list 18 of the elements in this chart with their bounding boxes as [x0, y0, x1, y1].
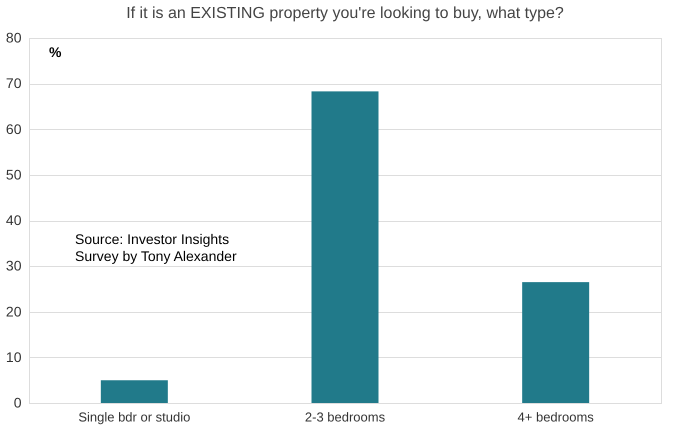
y-tick-label: 0 [14, 394, 22, 410]
bar [100, 380, 168, 403]
y-tick-label: 10 [6, 348, 22, 365]
y-tick-label: 50 [6, 166, 22, 182]
y-tick-label: 30 [6, 258, 22, 274]
x-tick-label: Single bdr or studio [78, 410, 190, 424]
chart-title: If it is an EXISTING property you're looking to buy, what type? [126, 5, 564, 22]
y-tick-label: 20 [6, 303, 22, 320]
bar [522, 282, 590, 403]
y-tick-label: 70 [6, 75, 22, 92]
y-tick-label: 80 [6, 30, 22, 46]
x-tick-label: 4+ bedrooms [518, 410, 594, 424]
y-axis-title: % [49, 44, 62, 60]
y-tick-label: 40 [6, 212, 22, 228]
x-tick-label: 2-3 bedrooms [304, 410, 386, 424]
annotation: Source: Investor Insights Survey by Tony Alexander [75, 231, 237, 264]
bar [312, 91, 378, 403]
y-tick-label: 60 [6, 120, 22, 137]
